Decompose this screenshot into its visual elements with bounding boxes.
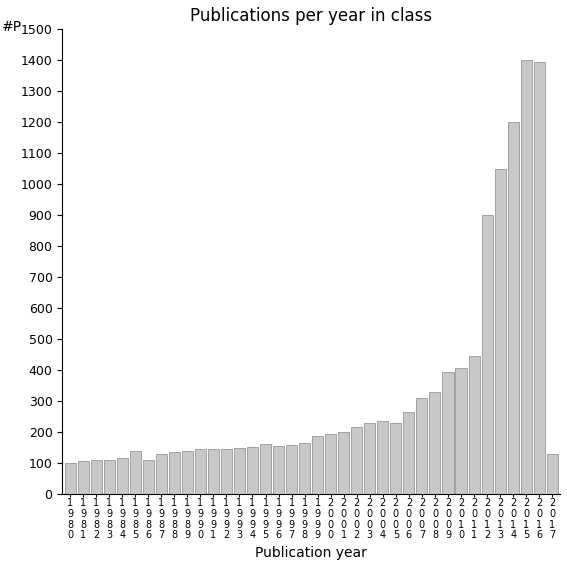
Bar xyxy=(195,449,206,494)
Bar xyxy=(377,421,388,494)
Bar xyxy=(143,460,154,494)
Title: Publications per year in class: Publications per year in class xyxy=(190,7,432,25)
Bar xyxy=(247,447,258,494)
Bar xyxy=(507,122,519,494)
Bar xyxy=(299,443,310,494)
Bar xyxy=(91,460,101,494)
Bar xyxy=(442,371,454,494)
Bar xyxy=(338,432,349,494)
Bar xyxy=(325,434,336,494)
Bar xyxy=(65,463,75,494)
Bar xyxy=(78,462,88,494)
Bar xyxy=(117,458,128,494)
Bar xyxy=(481,215,493,494)
Bar xyxy=(403,412,414,494)
X-axis label: Publication year: Publication year xyxy=(255,546,367,560)
Bar xyxy=(429,392,441,494)
Bar xyxy=(534,62,545,494)
Bar xyxy=(390,422,401,494)
Bar xyxy=(208,449,219,494)
Bar xyxy=(130,451,141,494)
Bar xyxy=(169,452,180,494)
Bar xyxy=(273,446,284,494)
Bar xyxy=(104,460,115,494)
Bar xyxy=(312,435,323,494)
Bar xyxy=(364,422,375,494)
Bar xyxy=(182,451,193,494)
Bar xyxy=(455,369,467,494)
Bar xyxy=(234,448,245,494)
Bar xyxy=(416,398,428,494)
Bar xyxy=(547,454,558,494)
Bar xyxy=(156,454,167,494)
Bar xyxy=(494,168,506,494)
Bar xyxy=(521,60,532,494)
Bar xyxy=(221,449,232,494)
Bar xyxy=(468,356,480,494)
Bar xyxy=(351,428,362,494)
Bar xyxy=(260,445,271,494)
Bar xyxy=(286,445,297,494)
Y-axis label: #P: #P xyxy=(2,20,23,34)
